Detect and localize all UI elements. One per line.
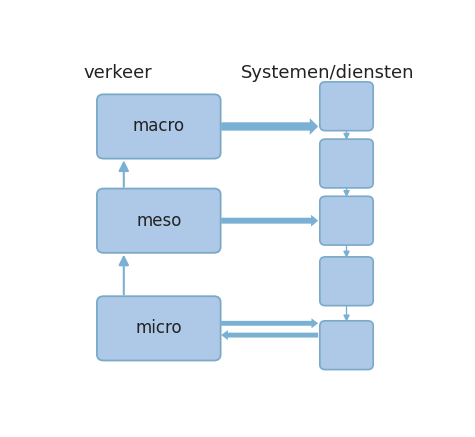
FancyBboxPatch shape	[320, 82, 373, 131]
Text: meso: meso	[136, 212, 181, 230]
FancyBboxPatch shape	[320, 257, 373, 305]
Text: macro: macro	[133, 118, 185, 135]
Text: verkeer: verkeer	[84, 64, 152, 82]
Text: Systemen/diensten: Systemen/diensten	[241, 64, 415, 82]
Text: micro: micro	[135, 319, 182, 337]
FancyBboxPatch shape	[97, 296, 220, 361]
FancyBboxPatch shape	[97, 188, 220, 253]
FancyBboxPatch shape	[320, 139, 373, 188]
FancyBboxPatch shape	[320, 196, 373, 245]
FancyBboxPatch shape	[97, 94, 220, 159]
FancyBboxPatch shape	[320, 321, 373, 370]
